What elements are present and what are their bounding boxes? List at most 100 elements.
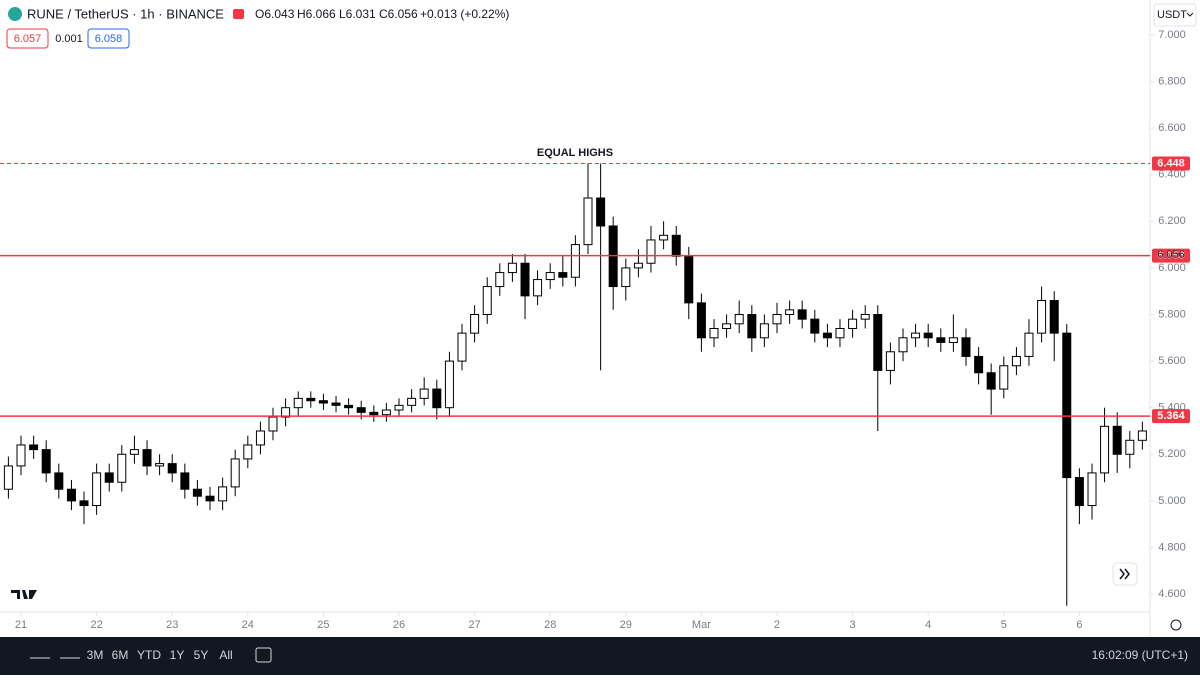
plot: 4.6004.8005.0005.2005.4005.6005.8006.000…: [0, 29, 1190, 631]
x-tick-label: Mar: [692, 619, 711, 631]
candle-body: [545, 272, 555, 281]
candle-body: [432, 388, 442, 409]
candle-body: [772, 314, 782, 325]
candle-body: [104, 472, 114, 483]
candle-body: [709, 327, 719, 339]
range-button[interactable]: 3M: [87, 648, 104, 662]
candle-body: [356, 407, 366, 413]
y-tick-label: 5.600: [1158, 355, 1186, 367]
x-tick-label: 29: [620, 619, 632, 631]
annotation: EQUAL HIGHS: [537, 147, 613, 159]
y-tick-label: 5.000: [1158, 495, 1186, 507]
x-tick-label: 6: [1076, 619, 1082, 631]
symbol-logo[interactable]: [8, 7, 22, 21]
candle-body: [999, 365, 1009, 390]
candle-body: [1049, 300, 1059, 334]
candle-body: [1074, 477, 1084, 507]
candle-body: [671, 234, 681, 257]
candle-body: [407, 397, 417, 406]
range-button[interactable]: All: [219, 648, 232, 662]
candle-body: [785, 309, 795, 316]
candle-body: [369, 411, 379, 416]
candle-body: [1062, 332, 1072, 479]
candle-body: [961, 337, 971, 357]
settings-icon[interactable]: [1170, 619, 1182, 631]
candle-body: [243, 444, 253, 460]
candle-body: [860, 314, 870, 320]
candle-body: [1087, 472, 1097, 507]
candle-body: [646, 239, 656, 264]
level-label-box: [1152, 409, 1190, 424]
candle-body: [684, 255, 694, 304]
candle-body: [218, 486, 228, 502]
candle-body: [898, 337, 908, 353]
bid-price[interactable]: 6.057: [14, 33, 42, 45]
x-tick-label: 23: [166, 619, 178, 631]
ohlc-open: O6.043: [255, 7, 295, 21]
candles: [3, 163, 1147, 606]
y-tick-label: 6.000: [1158, 262, 1186, 274]
candle-body: [1100, 425, 1110, 474]
ohlc-high: H6.066: [297, 7, 336, 21]
candle-body: [444, 360, 454, 409]
ohlc-change: +0.013 (+0.22%): [420, 7, 509, 21]
currency-caret: [1186, 12, 1194, 17]
scroll-right-icon: [1119, 568, 1130, 580]
spread: 0.001: [55, 33, 83, 45]
x-tick-label: 27: [468, 619, 480, 631]
candle-body: [822, 332, 832, 339]
candle-body: [747, 314, 757, 339]
candle-body: [54, 472, 64, 490]
range-button[interactable]: 5Y: [194, 648, 209, 662]
candle-body: [419, 388, 429, 399]
candle-body: [911, 332, 921, 339]
ohlc-close: C6.056: [379, 7, 418, 21]
candle-body: [129, 449, 139, 455]
bid-box[interactable]: [6, 28, 49, 49]
candle-body: [583, 197, 593, 246]
level-label: 5.364: [1157, 410, 1185, 422]
y-tick-label: 5.200: [1158, 448, 1186, 460]
candle-body: [810, 318, 820, 334]
candle-body: [344, 404, 354, 409]
candle-body: [633, 262, 643, 269]
candle-body: [16, 444, 26, 467]
candle-body: [155, 463, 165, 467]
currency-button[interactable]: [1153, 3, 1197, 27]
candle-body: [192, 488, 202, 497]
candle-body: [268, 416, 278, 432]
y-tick-label: 4.600: [1158, 588, 1186, 600]
currency[interactable]: USDT: [1157, 9, 1187, 21]
candle-body: [318, 400, 328, 404]
range-button[interactable]: 1Y: [170, 648, 185, 662]
ask-box[interactable]: [87, 28, 130, 49]
candle-body: [835, 327, 845, 339]
candle-body: [92, 472, 102, 507]
candle-body: [306, 397, 316, 402]
range-button[interactable]: 6M: [112, 648, 129, 662]
candle-body: [495, 272, 505, 288]
level-label-box: [1152, 248, 1190, 263]
candle-body: [948, 337, 958, 343]
candle-body: [66, 488, 76, 502]
candle-body: [596, 197, 606, 227]
candle-body: [482, 286, 492, 316]
symbol[interactable]: RUNE / TetherUS · 1h · BINANCE: [27, 6, 224, 21]
tradingview-logo[interactable]: [11, 590, 37, 599]
y-tick-label: 5.800: [1158, 308, 1186, 320]
range-button[interactable]: YTD: [137, 648, 161, 662]
bottom-toolbar: [0, 637, 1200, 675]
candle-body: [180, 472, 190, 490]
calendar-icon[interactable]: [255, 647, 272, 663]
x-tick-label: 21: [15, 619, 27, 631]
candle-body: [696, 302, 706, 339]
candle-body: [117, 453, 127, 483]
x-tick-label: 24: [242, 619, 254, 631]
clock[interactable]: 16:02:09 (UTC+1): [1092, 648, 1188, 662]
level-label: 6.053: [1157, 249, 1185, 261]
candle-body: [974, 355, 984, 374]
scroll-right-button[interactable]: [1112, 562, 1138, 586]
candle-body: [281, 407, 291, 418]
ask-price[interactable]: 6.058: [95, 33, 123, 45]
alert-icon[interactable]: [233, 9, 244, 19]
